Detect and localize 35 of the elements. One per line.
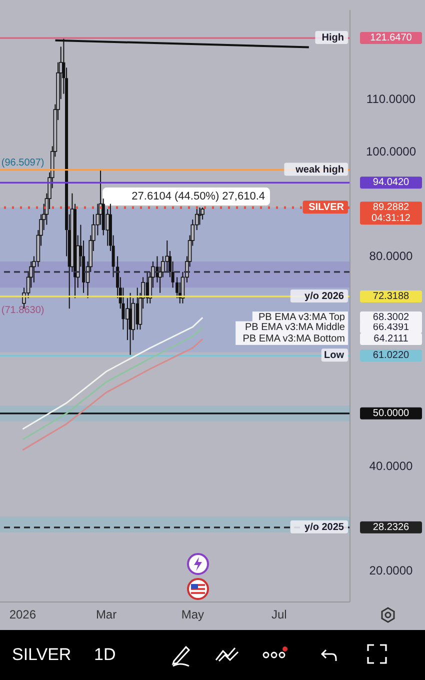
text: PB EMA v3:MA Top xyxy=(258,312,346,324)
text: PB EMA v3:MA Middle xyxy=(244,322,346,333)
y-tick-label: 80.0000 xyxy=(369,249,414,264)
y-tick-label: 50.0000 xyxy=(372,408,410,419)
y-tick-label: 28.2326 xyxy=(372,522,410,533)
y-tick-label: 89.2882 04:31:12 xyxy=(372,202,411,224)
y-tick-label: 64.2111 xyxy=(374,333,409,344)
y-tick-label: 40.0000 xyxy=(369,458,414,473)
x-tick-label: Mar xyxy=(96,608,117,622)
ref-line-label: y/o 2026 xyxy=(304,290,344,302)
text: SILVER xyxy=(12,645,72,665)
y-tick-label: 61.0220 xyxy=(372,350,410,362)
ref-line-label: weak high xyxy=(294,164,344,176)
line-series xyxy=(22,316,204,430)
y-tick-label: 72.3188 xyxy=(372,290,410,302)
text: PB EMA v3:MA Bottom xyxy=(242,333,345,344)
annotation: (96.5097) xyxy=(1,158,44,169)
y-tick-label: 100.0000 xyxy=(366,144,416,158)
y-tick-label: 20.0000 xyxy=(369,564,414,578)
ref-line-label: SILVER xyxy=(308,202,345,214)
annotation: (71.8630) xyxy=(1,304,44,316)
y-tick-label: 94.0420 xyxy=(372,177,410,188)
x-tick-label: Jul xyxy=(271,608,287,622)
x-tick-label: May xyxy=(181,608,204,622)
ref-line-label: High xyxy=(322,32,344,44)
line-series xyxy=(22,326,204,440)
y-tick-label: 110.0000 xyxy=(366,92,416,106)
y-tick-label: 121.6470 xyxy=(370,32,412,44)
line-series xyxy=(22,338,204,451)
y-tick-label: 68.3002 xyxy=(372,312,410,324)
band-label: 27.6104 (44.50%) 27,610.4 xyxy=(132,190,265,203)
x-tick-label: 2026 xyxy=(9,608,36,622)
ref-line-label: y/o 2025 xyxy=(304,522,344,533)
text: 1D xyxy=(94,645,116,665)
ref-line-label: Low xyxy=(324,350,344,362)
